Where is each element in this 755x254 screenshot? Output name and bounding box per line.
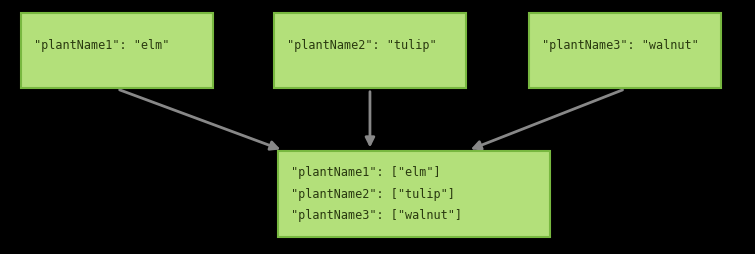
FancyBboxPatch shape: [273, 13, 466, 88]
Text: "plantName1": ["elm"]: "plantName1": ["elm"]: [291, 166, 441, 179]
Text: "plantName3": ["walnut"]: "plantName3": ["walnut"]: [291, 209, 462, 223]
Text: "plantName2": "tulip": "plantName2": "tulip": [288, 39, 437, 52]
Text: "plantName2": ["tulip"]: "plantName2": ["tulip"]: [291, 188, 455, 201]
FancyBboxPatch shape: [20, 13, 213, 88]
FancyBboxPatch shape: [278, 151, 550, 237]
Text: "plantName3": "walnut": "plantName3": "walnut": [542, 39, 699, 52]
FancyBboxPatch shape: [528, 13, 721, 88]
Text: "plantName1": "elm": "plantName1": "elm": [35, 39, 170, 52]
